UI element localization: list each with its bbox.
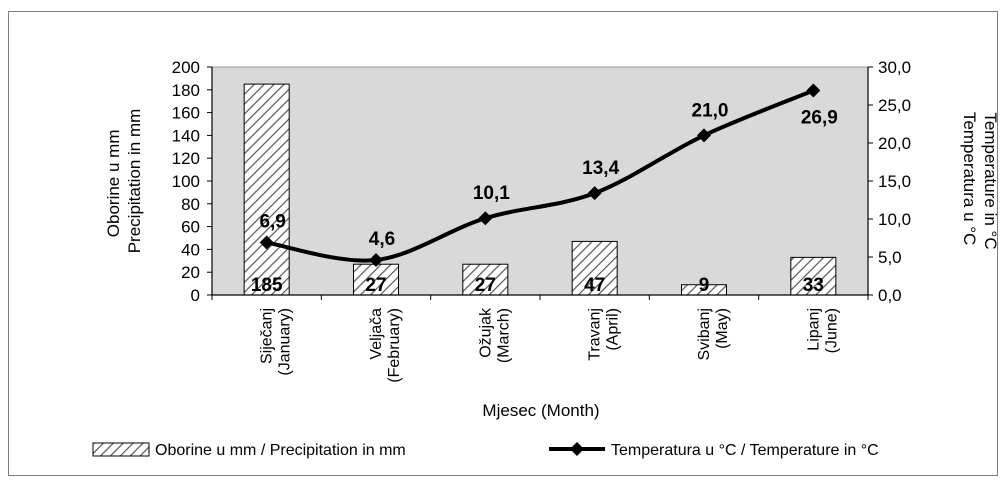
precipitation-value-label: 9	[699, 275, 710, 296]
temperature-value-label: 4,6	[369, 229, 395, 250]
temperature-point	[806, 83, 821, 98]
right-tick-label: 30,0	[878, 58, 911, 77]
left-tick-label: 140	[172, 126, 200, 145]
legend-label-temperature: Temperatura u °C / Temperature in °C	[611, 442, 879, 459]
right-tick-label: 0,0	[878, 286, 902, 305]
precipitation-bar	[462, 263, 509, 296]
legend-swatch-precipitation	[92, 442, 150, 457]
x-axis: Siječanj(January) Veljača(February) Ožujak…	[211, 294, 869, 383]
legend-label-precipitation: Oborine u mm / Precipitation in mm	[155, 442, 406, 459]
precipitation-value-label: 33	[803, 275, 824, 296]
legend-marker-temperature	[570, 442, 584, 456]
temperature-point	[259, 235, 274, 250]
temperature-point	[697, 128, 711, 143]
combo-chart: 185 27 27 47 9 33 6,9 4,6 10,1 13,4 21,0 26,9 0 20 4…	[92, 58, 1000, 459]
category-label: Svibanj(May)	[696, 308, 731, 360]
category-label: Veljača(February)	[368, 308, 403, 383]
precipitation-bar	[243, 83, 290, 296]
precipitation-bar	[571, 240, 618, 296]
temperature-value-label: 6,9	[259, 212, 285, 233]
left-tick-label: 160	[172, 104, 200, 123]
temperature-value-label: 26,9	[801, 108, 838, 129]
right-axis: 0,0 5,0 10,0 15,0 20,0 25,0 30,0	[867, 58, 911, 305]
left-tick-label: 0	[191, 286, 200, 305]
right-axis-title-line-1: Temperatura u °C	[960, 112, 979, 245]
right-tick-label: 10,0	[878, 210, 911, 229]
precipitation-value-label: 47	[584, 275, 605, 296]
left-tick-label: 100	[172, 172, 200, 191]
precipitation-value-label: 27	[365, 275, 386, 296]
precipitation-value-label: 27	[475, 275, 496, 296]
left-axis: 0 20 40 60 80 100 120 140 160 180 200	[172, 58, 213, 305]
legend-item-temperature: Temperatura u °C / Temperature in °C	[549, 442, 879, 459]
category-label: Ožujak(March)	[477, 307, 512, 363]
left-tick-label: 180	[172, 81, 200, 100]
x-axis-title: Mjesec (Month)	[482, 401, 599, 420]
left-axis-title: Oborine u mm Precipitation in mm	[104, 109, 144, 254]
left-tick-label: 40	[181, 240, 200, 259]
right-tick-label: 25,0	[878, 96, 911, 115]
precipitation-value-label: 185	[251, 275, 283, 296]
temperature-value-label: 21,0	[692, 100, 729, 121]
left-tick-label: 60	[181, 218, 200, 237]
left-tick-label: 20	[181, 263, 200, 282]
category-label: Siječanj(January)	[259, 308, 294, 376]
left-tick-label: 200	[172, 58, 200, 77]
temperature-line	[266, 88, 815, 263]
plot-area	[211, 66, 869, 296]
temperature-series: 6,9 4,6 10,1 13,4 21,0 26,9	[259, 83, 838, 268]
left-tick-label: 80	[181, 195, 200, 214]
precipitation-bars: 185 27 27 47 9 33	[243, 83, 837, 296]
category-label: Lipanj(June)	[805, 308, 840, 353]
legend-item-precipitation: Oborine u mm / Precipitation in mm	[92, 442, 406, 459]
temperature-point	[478, 211, 493, 226]
legend: Oborine u mm / Precipitation in mm Tempe…	[92, 442, 879, 459]
right-axis-title: Temperatura u °C Temperature in °C	[960, 112, 999, 250]
right-tick-label: 20,0	[878, 134, 911, 153]
chart-frame: 185 27 27 47 9 33 6,9 4,6 10,1 13,4 21,0 26,9 0 20 4…	[8, 11, 1000, 476]
temperature-value-label: 10,1	[473, 183, 510, 204]
right-axis-title-line-2: Temperature in °C	[981, 112, 999, 249]
category-label: Travanj(April)	[587, 308, 622, 361]
left-tick-label: 120	[172, 149, 200, 168]
right-tick-label: 15,0	[878, 172, 911, 191]
left-axis-title-line-2: Precipitation in mm	[125, 109, 144, 254]
right-tick-label: 5,0	[878, 248, 902, 267]
temperature-value-label: 13,4	[582, 158, 619, 179]
left-axis-title-line-1: Oborine u mm	[104, 130, 123, 238]
temperature-point	[587, 186, 602, 201]
